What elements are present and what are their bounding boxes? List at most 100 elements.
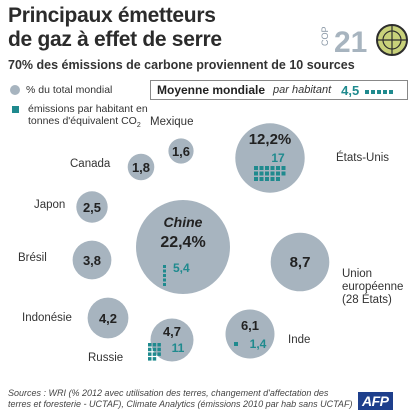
bubble-percap: 11 [172,341,185,355]
percap-square [163,265,166,268]
percap-square [157,352,161,356]
percap-square [276,177,280,181]
bubble-circle [235,123,305,193]
bubble-circle [270,232,330,292]
legend-share: % du total mondial [10,84,150,97]
percap-square [254,171,258,176]
bubble-value: 4,7 [163,324,181,339]
percap-square [152,352,157,356]
bubble-circle [127,153,155,181]
percap-square [152,343,157,347]
country-label-indonesie: Indonésie [22,312,72,324]
percap-square [148,343,152,347]
bubble-value: 2,5 [83,200,101,215]
bubble-circle [225,309,275,359]
bubble-percap: 5,4 [173,261,190,275]
legend-share-label: % du total mondial [26,84,113,96]
bubble-union: 8,7 [270,232,330,292]
bubble-value: 6,1 [241,318,259,333]
legend-percap-text: émissions par habitant en tonnes d'équiv… [28,103,150,133]
country-label-russie: Russie [88,352,124,364]
legend: % du total mondial émissions par habitan… [10,84,150,139]
world-average-box: Moyenne mondiale par habitant 4,5 [150,80,408,100]
bubble-etatsunis: 12,2% 17 [235,123,305,193]
percap-square [148,357,152,361]
country-label-canada: Canada [70,158,111,170]
bubble-circle [136,200,230,294]
world-average-label: Moyenne mondiale [157,83,266,97]
bubble-value: 1,6 [172,144,190,159]
percap-square [276,171,280,176]
cop-text: COP [320,26,330,46]
percap-square [163,274,166,277]
country-label-bresil: Brésil [18,252,47,264]
percap-square [163,278,166,282]
bubble-bresil: 3,8 [72,240,112,280]
bubble-value: 1,8 [132,160,150,175]
title-line-1: Principaux émetteurs [8,4,216,27]
percap-square [148,347,152,352]
country-label-japon: Japon [34,199,66,211]
globe-icon [376,24,408,56]
percap-square [281,166,286,170]
percap-square [270,171,275,176]
bubble-canada: 1,8 [127,153,155,181]
bubble-circle [150,318,194,362]
cop21-logo: COP 21 [320,24,408,59]
percap-square [163,269,166,273]
legend-percap: émissions par habitant en tonnes d'équiv… [10,103,150,133]
bubble-circle [168,138,194,164]
percap-square [254,166,258,170]
percap-square [152,357,157,361]
percap-square [254,177,258,181]
bubble-value: 4,2 [99,311,117,326]
cop-number: 21 [334,26,367,59]
percap-square [157,343,161,347]
country-label-inde: Inde [288,334,311,346]
percap-square [270,177,275,181]
bubble-value: 3,8 [83,253,101,268]
legend-percap-label: émissions par habitant en tonnes d'équiv… [28,102,148,128]
bubble-name: Chine [164,214,203,230]
world-average-sub: par habitant [273,84,332,96]
bubble-inde: 6,11,4 [225,309,275,359]
percap-square [157,347,161,352]
bubble-value: 12,2% [249,131,292,148]
country-label-union: Union européenne (28 États) [342,268,404,306]
percap-square [265,166,269,170]
bubble-percap: 1,4 [250,337,267,351]
percap-square [163,283,166,286]
percap-square [259,171,264,176]
country-label-mexique: Mexique [150,116,194,128]
percap-square [259,166,264,170]
bubble-percap: 17 [271,151,285,165]
bubble-japon: 2,5 [76,191,108,223]
bubble-circle [76,191,108,223]
legend-percap-sub: 2 [136,122,141,130]
legend-square-icon [12,105,19,113]
bubble-circle [87,297,129,339]
bubble-chine: Chine 22,4% 5,4 [136,200,230,294]
bubble-value: 8,7 [290,254,311,271]
percap-square [152,347,157,352]
percap-square [270,166,275,170]
afp-logo: AFP [358,392,393,410]
bubble-circle [72,240,112,280]
bubble-russie: 4,711 [148,318,194,362]
world-average-value: 4,5 [341,82,360,98]
title-line-2: de gaz à effet de serre [8,28,222,51]
subtitle: 70% des émissions de carbone proviennent… [8,58,355,72]
page-title: Principaux émetteurs de gaz à effet de s… [8,4,222,52]
percap-square [259,177,264,181]
world-average-squares [365,83,395,97]
percap-square [148,352,152,356]
source-note: Sources : WRI (% 2012 avec utilisation d… [8,388,353,409]
country-label-etatsunis: États-Unis [336,152,390,164]
legend-dot-icon [10,85,20,95]
percap-square [234,342,238,346]
bubble-value: 22,4% [160,234,205,251]
percap-square [276,166,280,170]
bubble-mexique: 1,6 [168,138,194,164]
percap-square [265,171,269,176]
